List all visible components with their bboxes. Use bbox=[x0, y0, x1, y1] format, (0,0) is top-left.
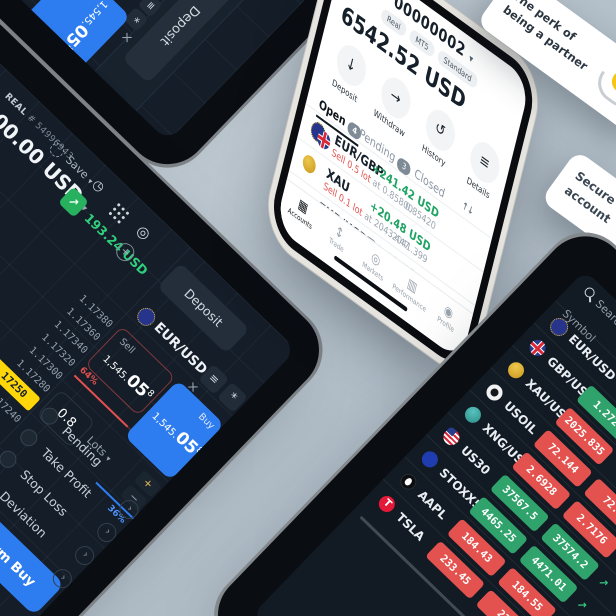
trend-up-icon: ↗ bbox=[573, 597, 590, 614]
gbp-flag-icon bbox=[315, 127, 332, 153]
support-icon[interactable]: ◎ bbox=[132, 221, 155, 244]
trend-up-icon: ↗ bbox=[595, 575, 612, 591]
take-profit-checkbox[interactable] bbox=[16, 425, 41, 450]
sell-label: Sell bbox=[116, 336, 137, 357]
chevron-down-icon: ▾ bbox=[467, 53, 475, 67]
profit-value: 193.24 USD bbox=[81, 210, 152, 279]
search-icon bbox=[582, 285, 597, 300]
phone-screen: 00000002 ▾ Real MT5 Standard 6542.52 USD… bbox=[275, 0, 532, 362]
camera-dot-icon bbox=[438, 377, 449, 388]
gbp-flag-icon bbox=[526, 336, 549, 360]
gold-icon bbox=[301, 151, 318, 177]
apps-grid-icon[interactable] bbox=[116, 202, 121, 208]
gold-icon bbox=[504, 358, 528, 382]
tablet-terminal: REAL # 54996943 500.00 USD ▾ Save ▾ ◷ ◎ … bbox=[0, 37, 297, 616]
buy-label: Buy bbox=[195, 411, 217, 432]
eur-flag-icon bbox=[546, 314, 572, 340]
camera-icon bbox=[468, 334, 491, 356]
oil-icon bbox=[483, 381, 506, 404]
apple-icon bbox=[397, 470, 420, 494]
stop-loss-checkbox[interactable] bbox=[0, 447, 20, 472]
terminal-screen: REAL # 54996943 500.00 USD ▾ Save ▾ ◷ ◎ … bbox=[0, 37, 297, 616]
gas-icon bbox=[461, 403, 485, 427]
collapse-chevron-icon[interactable]: › bbox=[93, 519, 121, 546]
sort-icon[interactable]: ↑↓ bbox=[460, 200, 474, 219]
collapse-chevron-icon[interactable]: › bbox=[71, 542, 99, 569]
details-action[interactable]: ≡ Details bbox=[455, 128, 511, 208]
partner-card-text: The perk of being a partner bbox=[500, 0, 591, 73]
tesla-icon: T bbox=[375, 492, 399, 516]
phone: 00000002 ▾ Real MT5 Standard 6542.52 USD… bbox=[275, 0, 532, 362]
buy-label: Buy bbox=[70, 0, 91, 2]
us-flag-icon bbox=[440, 425, 463, 449]
stoxx-icon bbox=[418, 448, 442, 471]
